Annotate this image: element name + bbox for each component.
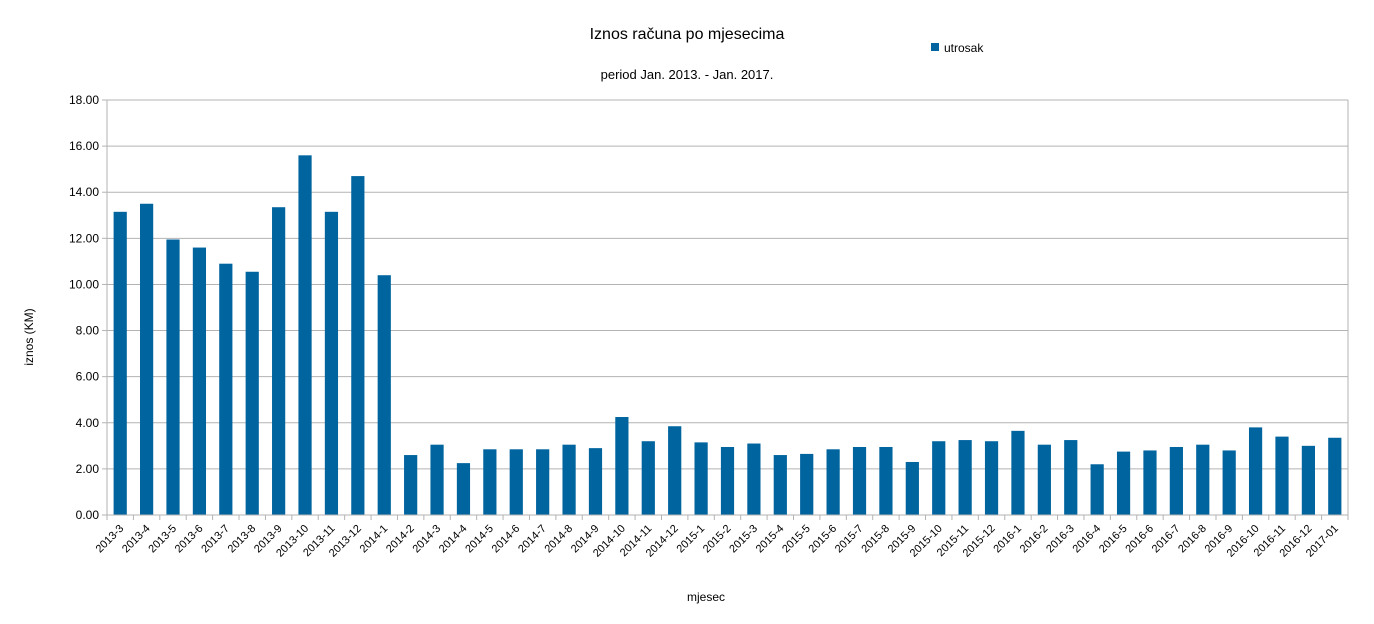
bar: [800, 453, 814, 515]
x-tick-label: 2014-1: [358, 523, 391, 556]
x-tick-label: 2015-3: [727, 523, 760, 556]
x-axis-label: mjesec: [687, 590, 725, 604]
x-tick-label: 2013-8: [226, 523, 259, 556]
x-tick-label: 2016-2: [1018, 523, 1051, 556]
x-tick-label: 2013-4: [120, 523, 153, 556]
bar: [1328, 437, 1342, 515]
x-tick-label: 2013-5: [146, 523, 179, 556]
bar: [483, 449, 497, 515]
bar: [404, 455, 418, 515]
chart-title: Iznos računa po mjesecima: [590, 26, 785, 43]
y-tick-label: 12.00: [69, 231, 99, 245]
x-tick-label: 2016-6: [1123, 523, 1156, 556]
x-tick-label: 2016-4: [1071, 523, 1104, 556]
bar: [1116, 451, 1131, 515]
y-tick-label: 18.00: [69, 93, 99, 107]
x-tick-label: 2015-8: [859, 523, 892, 556]
x-tick-label: 2014-5: [463, 523, 496, 556]
bar: [1222, 450, 1236, 515]
x-tick-label: 2015-4: [754, 523, 787, 556]
bar: [1196, 444, 1210, 515]
y-tick-label: 16.00: [69, 139, 99, 153]
y-tick-label: 8.00: [76, 324, 100, 338]
bar: [668, 426, 682, 515]
x-tick-label: 2016-5: [1097, 523, 1130, 556]
y-tick-label: 0.00: [76, 508, 100, 522]
x-tick-label: 2014-3: [410, 523, 443, 556]
bar: [1275, 436, 1289, 515]
bar: [826, 449, 840, 515]
x-axis-ticks: 2013-32013-42013-52013-62013-72013-82013…: [94, 515, 1349, 560]
x-tick-label: 2014-2: [384, 523, 417, 556]
bar: [984, 441, 999, 515]
bar: [536, 449, 550, 515]
y-tick-label: 14.00: [69, 185, 99, 199]
gridlines: [102, 99, 1349, 516]
x-tick-label: 2015-6: [807, 523, 840, 556]
x-tick-label: 2013-3: [94, 523, 127, 556]
bar: [1037, 444, 1051, 515]
bar: [562, 444, 576, 515]
bar: [852, 446, 867, 515]
bar: [166, 239, 180, 515]
x-tick-label: 2015-2: [701, 523, 734, 556]
bar: [509, 449, 523, 515]
x-tick-label: 2015-7: [833, 523, 866, 556]
bar: [140, 203, 154, 515]
bar: [298, 155, 312, 516]
bar: [773, 455, 787, 515]
bar: [694, 442, 708, 515]
bar: [905, 461, 919, 515]
y-tick-label: 6.00: [76, 370, 100, 384]
x-tick-label: 2014-8: [542, 523, 575, 556]
bar: [1248, 427, 1263, 515]
bar: [1011, 430, 1025, 515]
x-tick-label: 2015-5: [780, 523, 813, 556]
bar: [1301, 445, 1315, 515]
legend-label: utrosak: [944, 41, 984, 55]
x-tick-label: 2015-1: [675, 523, 708, 556]
bar: [219, 263, 233, 515]
x-tick-label: 2014-6: [490, 523, 523, 556]
legend: utrosak: [931, 41, 984, 55]
bar: [641, 441, 655, 515]
bar: [245, 271, 259, 515]
chart-subtitle: period Jan. 2013. - Jan. 2017.: [601, 67, 774, 82]
bar: [932, 441, 946, 515]
bar: [1169, 446, 1183, 515]
x-tick-label: 2016-3: [1044, 523, 1077, 556]
legend-swatch: [931, 43, 939, 51]
bar: [113, 211, 127, 515]
y-tick-label: 2.00: [76, 462, 100, 476]
y-axis-ticks: 0.00 2.00 4.00 6.00 8.00 10.00 12.00 14.00 16.00…: [69, 93, 99, 522]
bar: [1064, 440, 1078, 515]
bar: [351, 176, 365, 516]
bar: [192, 247, 207, 516]
bar: [958, 440, 972, 515]
y-tick-label: 4.00: [76, 416, 100, 430]
bar: [615, 417, 629, 515]
bar: [430, 444, 444, 515]
bar: [720, 446, 735, 515]
bar: [377, 275, 391, 515]
x-tick-label: 2013-7: [199, 523, 232, 556]
bars: [107, 155, 1348, 516]
bar: [272, 207, 286, 516]
bar: [1143, 450, 1157, 515]
bar: [456, 463, 471, 515]
bar: [747, 443, 761, 515]
bar: [1090, 464, 1104, 515]
bar: [879, 446, 893, 515]
y-axis-label: iznos (KM): [22, 308, 36, 365]
x-tick-label: 2014-7: [516, 523, 549, 556]
x-tick-label: 2013-6: [173, 523, 206, 556]
x-tick-label: 2016-8: [1176, 523, 1209, 556]
x-tick-label: 2016-1: [991, 523, 1024, 556]
y-tick-label: 10.00: [69, 277, 99, 291]
bar: [324, 211, 339, 515]
x-tick-label: 2016-7: [1150, 523, 1183, 556]
bar: [588, 448, 603, 515]
x-tick-label: 2014-4: [437, 523, 470, 556]
